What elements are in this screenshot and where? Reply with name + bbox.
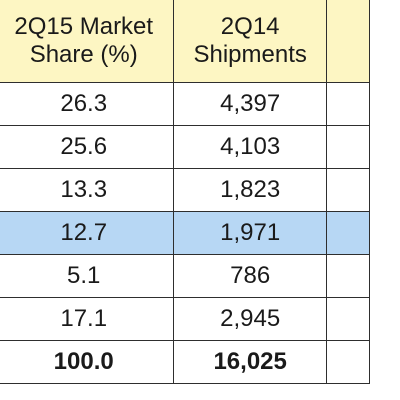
table-body: 26.3 4,397 25.6 4,103 13.3 1,823 12.7 1,971 5.1 7… <box>0 82 370 384</box>
shipments-cell: 1,971 <box>172 211 328 255</box>
market-share-cell: 26.3 <box>0 82 174 126</box>
table-row: 25.6 4,103 <box>0 125 370 169</box>
header-shipments: 2Q14 Shipments <box>172 0 328 83</box>
header-market-share-line1: 2Q15 Market <box>14 13 154 40</box>
row-cell-right-edge <box>326 254 370 298</box>
market-share-cell: 13.3 <box>0 168 174 212</box>
header-shipments-line2: Shipments <box>193 41 307 68</box>
table-row: 5.1 786 <box>0 254 370 298</box>
row-cell-right-edge <box>326 340 370 384</box>
market-share-cell: 5.1 <box>0 254 174 298</box>
market-share-cell: 17.1 <box>0 297 174 341</box>
header-shipments-line1: 2Q14 <box>220 13 280 40</box>
shipments-cell: 786 <box>172 254 328 298</box>
row-cell-right-edge <box>326 297 370 341</box>
market-share-cell: 100.0 <box>0 340 174 384</box>
table-row: 26.3 4,397 <box>0 82 370 126</box>
market-share-table: 2Q15 Market Share (%) 2Q14 Shipments 26.… <box>0 0 370 384</box>
market-share-cell: 12.7 <box>0 211 174 255</box>
table-row: 12.7 1,971 <box>0 211 370 255</box>
shipments-cell: 16,025 <box>172 340 328 384</box>
row-cell-right-edge <box>326 168 370 212</box>
shipments-cell: 4,397 <box>172 82 328 126</box>
shipments-cell: 4,103 <box>172 125 328 169</box>
shipments-cell: 2,945 <box>172 297 328 341</box>
market-share-cell: 25.6 <box>0 125 174 169</box>
table-row: 17.1 2,945 <box>0 297 370 341</box>
header-cell-right-edge <box>326 0 370 83</box>
header-market-share: 2Q15 Market Share (%) <box>0 0 174 83</box>
header-market-share-line2: Share (%) <box>29 41 138 68</box>
table-row: 13.3 1,823 <box>0 168 370 212</box>
total-row: 100.0 16,025 <box>0 340 370 384</box>
row-cell-right-edge <box>326 211 370 255</box>
row-cell-right-edge <box>326 125 370 169</box>
shipments-cell: 1,823 <box>172 168 328 212</box>
row-cell-right-edge <box>326 82 370 126</box>
header-row: 2Q15 Market Share (%) 2Q14 Shipments <box>0 0 370 83</box>
